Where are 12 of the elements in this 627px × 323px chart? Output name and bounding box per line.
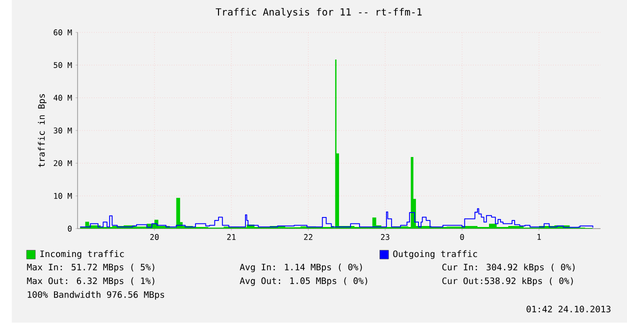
text: Max In: 51.72 MBps ( 5%) [27,264,154,272]
legend-label: Incoming traffic [40,250,124,259]
text: Max Out: 6.32 MBps ( 1%) [27,277,154,286]
text: Avg In: 1.14 MBps ( 0%) [240,264,362,272]
text: Cur In: 304.92 kBps ( 0%) [442,264,575,272]
text: 01:42 24.10.2013 [526,306,610,312]
chart-title: Traffic Analysis for 11 -- rt-ffm-1 [216,8,422,18]
legend-label: Outgoing traffic [393,250,478,259]
text: Avg Out: 1.05 MBps ( 0%) [240,277,368,286]
text: Cur Out:538.92 kBps ( 0%) [442,277,573,286]
text: 100% Bandwidth 976.56 MBps [28,291,164,300]
y-axis-title: traffic in Bps [38,94,46,168]
